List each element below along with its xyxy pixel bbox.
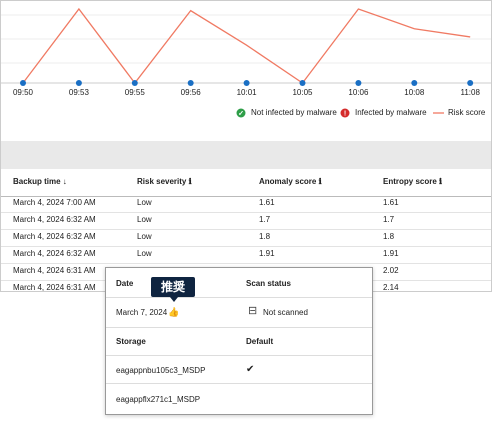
table-cell: 1.91 (259, 249, 275, 258)
table-cell: March 4, 2024 7:00 AM (13, 198, 96, 207)
table-cell: March 4, 2024 6:32 AM (13, 249, 96, 258)
table-cell: 1.7 (383, 215, 395, 224)
storage-name: eagappnbu105c3_MSDP (116, 366, 206, 375)
popup-divider (106, 383, 372, 384)
header-divider (1, 196, 491, 197)
x-tick-label: 09:56 (181, 88, 202, 97)
table-cell: 2.14 (383, 283, 399, 292)
backup-dot (75, 80, 82, 86)
tooltip-arrow (170, 297, 178, 302)
popup-divider (106, 327, 372, 328)
backup-dot (467, 80, 474, 86)
x-tick-label: 10:05 (292, 88, 313, 97)
legend-label: Risk score (448, 108, 486, 117)
table-cell: March 4, 2024 6:31 AM (13, 283, 96, 292)
row-divider (1, 246, 491, 247)
x-tick-label: 10:06 (348, 88, 369, 97)
grey-band (1, 141, 491, 169)
info-icon[interactable]: ℹ (316, 177, 322, 186)
legend-icon-glyph: ! (344, 110, 346, 117)
screen-frame: 09:50 09:53 09:55 09:56 10:01 10:05 10:06 10:08… (0, 0, 492, 292)
popup: Date Scan status March 7, 2024 👍 推奨 ⊟ Not scan… (105, 267, 373, 415)
date: March 7, 2024 (116, 308, 168, 317)
date-icon: 👍 (168, 307, 180, 317)
table-cell: March 4, 2024 6:32 AM (13, 215, 96, 224)
backup-dot (299, 80, 306, 86)
scan-status: Not scanned (263, 308, 308, 317)
backup-dot (131, 80, 138, 86)
backup-dot (20, 80, 26, 86)
risk-line (22, 7, 471, 85)
legend-icon (340, 108, 350, 118)
backup-dot (243, 80, 250, 86)
legend-label: Infected by malware (355, 108, 427, 117)
table-cell: 1.61 (383, 198, 399, 207)
row-divider (1, 212, 491, 213)
table-cell: 2.02 (383, 266, 399, 275)
legend-icon (236, 108, 246, 118)
column-header: Risk severity ℹ (137, 177, 192, 186)
chart: 09:50 09:53 09:55 09:56 10:01 10:05 10:06 10:08… (1, 7, 491, 118)
x-tick-label: 10:01 (237, 88, 258, 97)
table-cell: Low (137, 249, 152, 258)
table-cell: Low (137, 215, 152, 224)
x-tick-label: 10:08 (404, 88, 425, 97)
table-cell: Low (137, 198, 152, 207)
column-header: Backup time ↓ (13, 177, 67, 186)
table-cell: Low (137, 232, 152, 241)
table-cell: 1.91 (383, 249, 399, 258)
tooltip: 推奨 (151, 277, 196, 297)
column-header: Entropy score ℹ (383, 177, 443, 186)
table-cell: 1.8 (383, 232, 395, 241)
x-tick-label: 11:08 (460, 88, 480, 97)
table-cell: March 4, 2024 6:31 AM (13, 266, 96, 275)
row-divider (1, 263, 491, 264)
table-cell: 1.8 (259, 232, 271, 241)
popup-header: Storage (116, 337, 146, 346)
column-header: Anomaly score ℹ (259, 177, 322, 186)
popup-header: Date (116, 279, 134, 288)
legend-label: Not infected by malware (251, 108, 337, 117)
table-cell: 1.7 (259, 215, 271, 224)
scan-icon: ⊟ (248, 305, 258, 317)
backup-dot (187, 80, 194, 86)
info-icon[interactable]: ℹ (436, 177, 443, 186)
backup-dot (355, 80, 362, 86)
default-check: ✔ (246, 364, 255, 375)
popup-header: Default (246, 337, 274, 346)
popup-divider (106, 297, 372, 298)
storage-name: eagappflx271c1_MSDP (116, 395, 201, 404)
x-tick-label: 09:53 (69, 88, 90, 97)
table-cell: March 4, 2024 6:32 AM (13, 232, 96, 241)
info-icon[interactable]: ℹ (186, 177, 192, 186)
x-tick-label: 09:50 (13, 88, 34, 97)
popup-header: Scan status (246, 279, 291, 288)
x-tick-label: 09:55 (125, 88, 146, 97)
backup-dot (411, 80, 418, 86)
popup-divider (106, 355, 372, 356)
row-divider (1, 229, 491, 230)
table-cell: 1.61 (259, 198, 275, 207)
legend-icon-glyph: ✓ (238, 110, 244, 117)
